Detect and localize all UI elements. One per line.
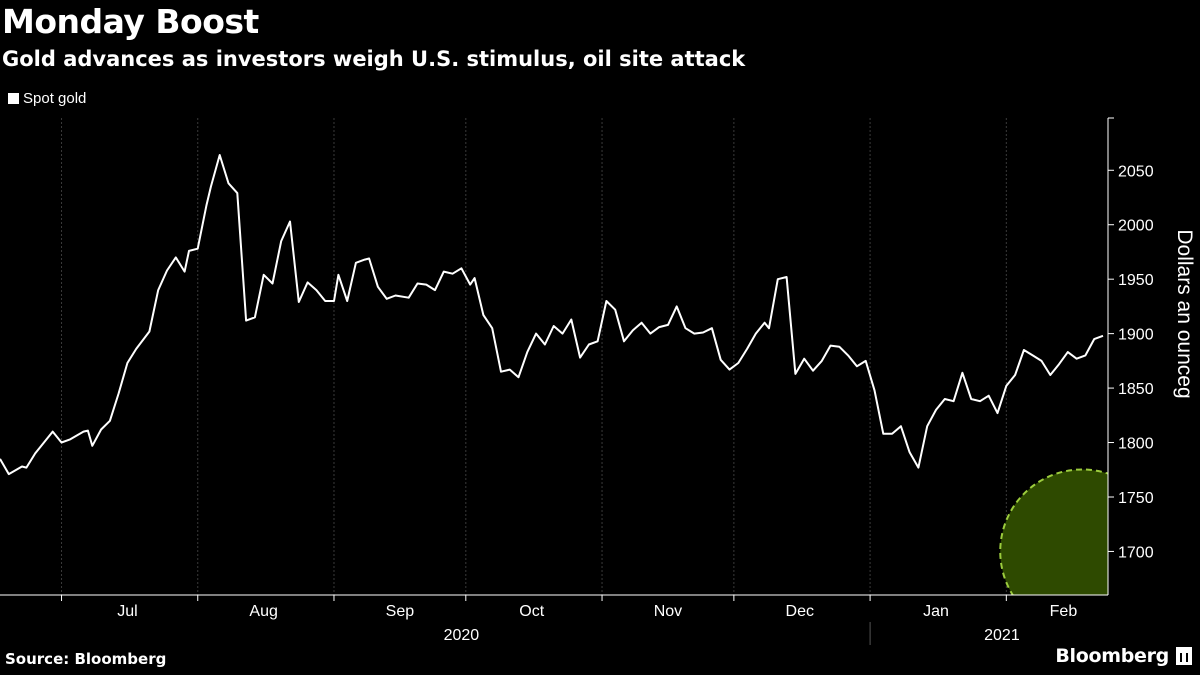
x-tick-label: Aug xyxy=(249,603,277,620)
x-tick-label: Feb xyxy=(1050,603,1078,620)
y-axis-title: Dollars an ounceg xyxy=(1173,229,1196,398)
x-tick-label: Sep xyxy=(386,603,415,620)
series-line-spot-gold xyxy=(0,154,1104,476)
x-tick-label: Nov xyxy=(654,603,682,620)
x-tick-label: Oct xyxy=(519,603,544,620)
x-tick-label: Jan xyxy=(923,603,949,620)
legend-swatch-spot-gold xyxy=(8,93,19,104)
y-tick-label: 1700 xyxy=(1118,544,1154,561)
chart-title: Monday Boost xyxy=(2,2,259,41)
year-label: 2021 xyxy=(984,627,1020,644)
year-label: 2020 xyxy=(444,627,480,644)
y-tick-label: 1950 xyxy=(1118,272,1154,289)
y-tick-label: 1800 xyxy=(1118,436,1154,453)
y-tick-label: 2000 xyxy=(1118,218,1154,235)
x-tick-label: Jul xyxy=(117,603,137,620)
y-tick-label: 2050 xyxy=(1118,163,1154,180)
y-tick-label: 1850 xyxy=(1118,381,1154,398)
brand-logo: Bloomberg xyxy=(1055,645,1192,667)
legend-label-spot-gold: Spot gold xyxy=(23,90,87,107)
legend: Spot gold xyxy=(8,90,86,107)
source-note: Source: Bloomberg xyxy=(5,650,167,668)
highlight-circle xyxy=(999,468,1108,595)
chart-subtitle: Gold advances as investors weigh U.S. st… xyxy=(2,47,746,71)
y-tick-label: 1900 xyxy=(1118,327,1154,344)
bloomberg-logo-icon xyxy=(1176,647,1192,665)
brand-name: Bloomberg xyxy=(1055,645,1169,667)
x-tick-label: Dec xyxy=(786,603,814,620)
y-tick-label: 1750 xyxy=(1118,490,1154,507)
